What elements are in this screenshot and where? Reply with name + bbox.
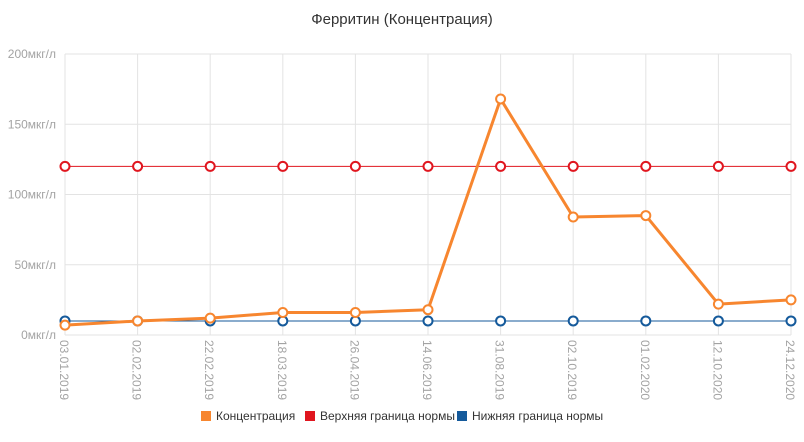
y-tick-label: 100мкг/л <box>8 188 56 202</box>
data-point[interactable] <box>640 315 652 327</box>
data-point[interactable] <box>204 160 216 172</box>
legend-label[interactable]: Верхняя граница нормы <box>320 409 455 423</box>
data-point[interactable] <box>277 160 289 172</box>
data-point[interactable] <box>785 160 797 172</box>
x-tick-label: 12.10.2020 <box>710 340 724 400</box>
y-tick-label: 200мкг/л <box>8 47 56 61</box>
data-point[interactable] <box>640 210 652 222</box>
series-2 <box>59 315 797 327</box>
legend-label[interactable]: Концентрация <box>216 409 295 423</box>
x-tick-label: 26.04.2019 <box>347 340 361 400</box>
data-point[interactable] <box>567 160 579 172</box>
y-tick-label: 0мкг/л <box>21 328 56 342</box>
data-point[interactable] <box>204 312 216 324</box>
data-point[interactable] <box>422 315 434 327</box>
legend-swatch <box>305 411 315 421</box>
x-tick-label: 18.03.2019 <box>275 340 289 400</box>
data-point[interactable] <box>785 315 797 327</box>
data-point[interactable] <box>712 298 724 310</box>
data-point[interactable] <box>495 315 507 327</box>
chart-title: Ферритин (Концентрация) <box>311 11 493 28</box>
x-tick-label: 31.08.2019 <box>493 340 507 400</box>
legend-label[interactable]: Нижняя граница нормы <box>472 409 603 423</box>
series-0 <box>59 93 797 331</box>
x-tick-label: 14.06.2019 <box>420 340 434 400</box>
data-point[interactable] <box>59 160 71 172</box>
data-point[interactable] <box>277 307 289 319</box>
data-point[interactable] <box>132 315 144 327</box>
x-tick-label: 03.01.2019 <box>57 340 71 400</box>
legend: Концентрация Верхняя граница нормы Нижняя … <box>201 409 603 423</box>
x-tick-label: 01.02.2020 <box>638 340 652 400</box>
x-tick-label: 22.02.2019 <box>202 340 216 400</box>
data-point[interactable] <box>567 315 579 327</box>
data-point[interactable] <box>132 160 144 172</box>
data-point[interactable] <box>349 160 361 172</box>
series-layer <box>59 93 797 331</box>
legend-swatch <box>457 411 467 421</box>
data-point[interactable] <box>422 304 434 316</box>
y-axis-ticks: 0мкг/л 50мкг/л 100мкг/л 150мкг/л 200мкг/л <box>8 47 56 342</box>
data-point[interactable] <box>59 319 71 331</box>
data-point[interactable] <box>422 160 434 172</box>
data-point[interactable] <box>349 307 361 319</box>
legend-swatch <box>201 411 211 421</box>
x-axis-ticks: 03.01.2019 02.02.2019 22.02.2019 18.03.2019… <box>57 340 797 400</box>
grid <box>64 53 792 336</box>
x-tick-label: 24.12.2020 <box>783 340 797 400</box>
series-1 <box>59 160 797 172</box>
x-tick-label: 02.10.2019 <box>565 340 579 400</box>
data-point[interactable] <box>567 211 579 223</box>
data-point[interactable] <box>495 93 507 105</box>
data-point[interactable] <box>712 315 724 327</box>
y-tick-label: 50мкг/л <box>14 258 56 272</box>
data-point[interactable] <box>640 160 652 172</box>
data-point[interactable] <box>785 294 797 306</box>
data-point[interactable] <box>712 160 724 172</box>
data-point[interactable] <box>495 160 507 172</box>
x-tick-label: 02.02.2019 <box>130 340 144 400</box>
y-tick-label: 150мкг/л <box>8 117 56 131</box>
